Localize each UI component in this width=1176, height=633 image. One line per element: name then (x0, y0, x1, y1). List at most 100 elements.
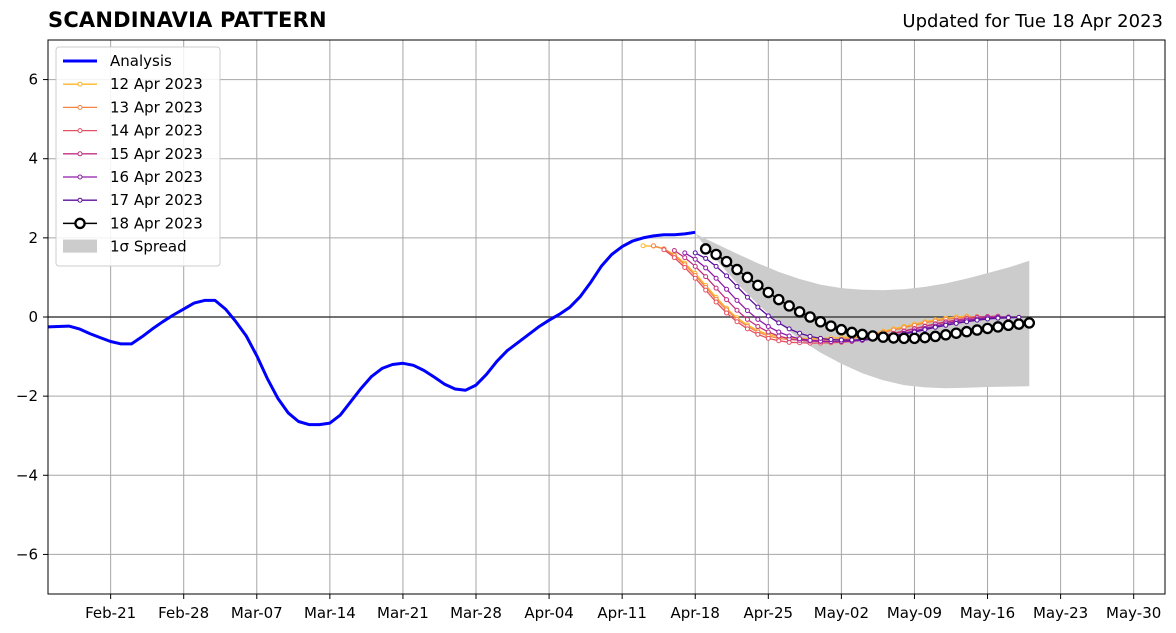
data-point (734, 307, 740, 313)
spread-layer (695, 233, 1030, 389)
data-point (741, 271, 754, 284)
legend-label: 13 Apr 2023 (110, 98, 203, 116)
legend-label: 16 Apr 2023 (110, 168, 203, 186)
series-forecast-6 (692, 250, 1022, 343)
legend-item: 16 Apr 2023 (63, 168, 203, 186)
data-point (692, 250, 698, 256)
y-tick-label: −4 (16, 466, 38, 484)
legend-label: 18 Apr 2023 (110, 214, 203, 232)
data-point (846, 326, 858, 339)
x-tick-label: Apr-11 (597, 604, 647, 622)
legend-item: 15 Apr 2023 (63, 145, 203, 163)
data-point (720, 255, 733, 268)
data-point (703, 255, 709, 261)
x-tick-label: Mar-21 (377, 604, 429, 622)
chart-updated-date: Updated for Tue 18 Apr 2023 (902, 11, 1163, 32)
data-point (866, 330, 879, 342)
data-point (661, 247, 667, 253)
y-tick-label: 0 (28, 308, 38, 326)
legend-marker (74, 217, 86, 230)
legend-label: 15 Apr 2023 (110, 145, 203, 163)
data-point (849, 337, 855, 343)
x-tick-label: May-30 (1106, 604, 1161, 622)
data-point (682, 265, 688, 271)
legend-swatch (63, 239, 97, 253)
legend-item: 17 Apr 2023 (63, 191, 203, 209)
y-tick-label: 6 (28, 71, 38, 89)
data-point (974, 317, 980, 323)
data-point (797, 336, 803, 342)
data-point (950, 327, 962, 339)
data-point (744, 326, 750, 332)
legend-label: 17 Apr 2023 (110, 191, 203, 209)
data-point (776, 338, 782, 344)
data-point (699, 243, 712, 255)
data-point (703, 265, 709, 271)
data-point (724, 273, 730, 279)
data-point (856, 328, 869, 341)
axis-layer: Feb-21 Feb-28 Mar-07 Mar-14 Mar-21 Mar-28 Apr-… (16, 39, 1166, 622)
data-point (772, 293, 785, 306)
legend-label: 14 Apr 2023 (110, 122, 203, 140)
data-point (922, 327, 928, 333)
data-point (940, 329, 952, 341)
x-tick-label: May-02 (814, 604, 869, 622)
data-point (776, 320, 782, 326)
data-point (964, 319, 970, 325)
data-point (744, 308, 750, 314)
data-point (734, 319, 740, 325)
data-point (1013, 318, 1025, 330)
data-point (960, 325, 973, 338)
data-point (887, 332, 900, 344)
data-point (995, 315, 1001, 321)
x-tick-label: Apr-18 (670, 604, 720, 622)
legend-label: Analysis (110, 52, 172, 70)
data-point (734, 297, 740, 303)
data-point (919, 331, 931, 344)
data-point (818, 335, 824, 341)
data-point (671, 255, 677, 261)
data-point (724, 297, 730, 303)
legend-label: 12 Apr 2023 (110, 75, 203, 93)
data-point (713, 275, 719, 281)
data-point (692, 256, 698, 262)
spread-band (695, 233, 1030, 389)
data-point (765, 313, 771, 319)
data-point (731, 263, 743, 276)
data-point (671, 248, 677, 254)
data-point (682, 255, 688, 261)
data-point (908, 332, 921, 345)
data-point (953, 320, 959, 326)
y-tick-label: 4 (28, 150, 38, 168)
data-point (786, 326, 792, 332)
data-point (713, 299, 719, 305)
legend-marker (77, 104, 83, 110)
legend-label: 1σ Spread (110, 238, 187, 256)
x-tick-label: May-23 (1033, 604, 1088, 622)
data-point (1005, 315, 1011, 321)
data-point (898, 332, 910, 345)
data-point (650, 243, 656, 249)
data-point (734, 284, 740, 290)
x-tick-label: Apr-25 (744, 604, 794, 622)
data-point (838, 337, 844, 343)
data-point (992, 321, 1004, 333)
data-point (724, 286, 730, 292)
data-point (710, 248, 722, 261)
data-point (752, 279, 764, 292)
data-point (971, 324, 983, 336)
series-line (48, 230, 696, 427)
legend-marker (77, 128, 83, 134)
data-point (640, 243, 646, 249)
data-point (814, 315, 827, 328)
data-point (1023, 317, 1036, 329)
data-point (835, 323, 848, 336)
legend-item: 1σ Spread (63, 238, 187, 256)
x-tick-label: May-16 (960, 604, 1015, 622)
legend-marker (77, 81, 83, 87)
legend: Analysis 12 Apr 2023 13 Apr 2023 14 Apr 202… (55, 46, 221, 267)
data-point (755, 331, 761, 337)
data-point (724, 310, 730, 316)
data-point (765, 329, 771, 335)
